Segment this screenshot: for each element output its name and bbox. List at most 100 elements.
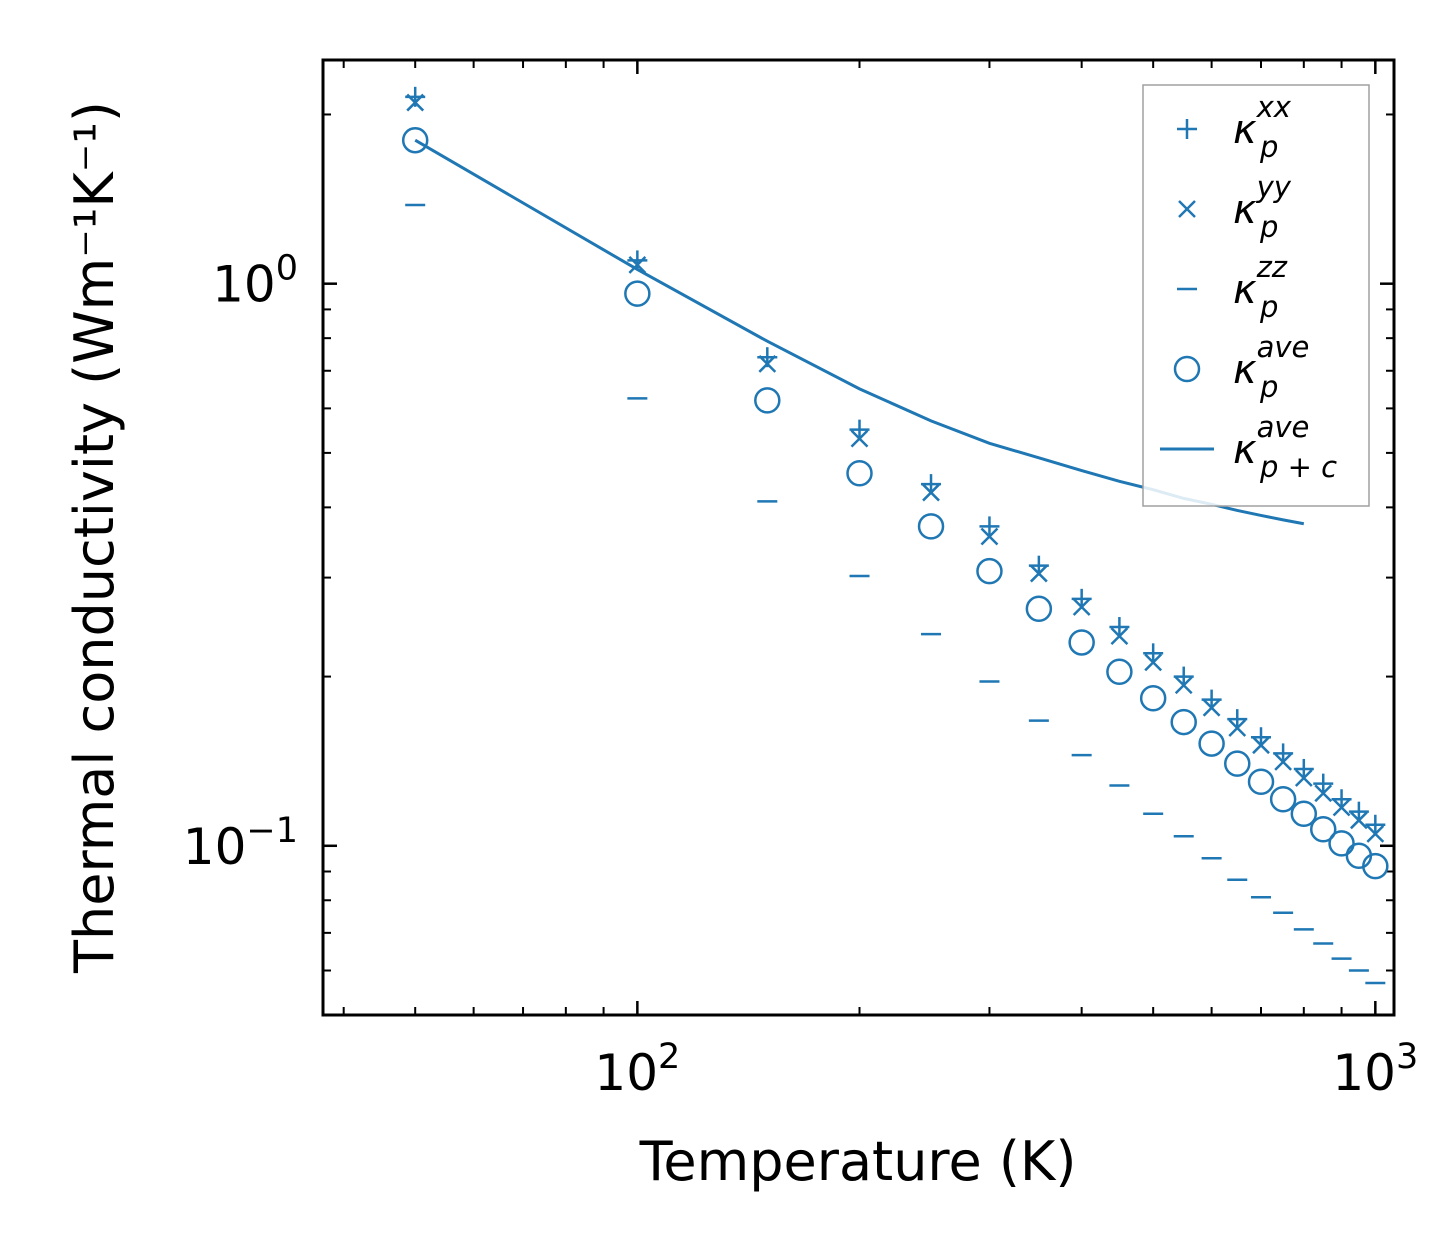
marker-kappa_p_ave (401, 126, 429, 154)
marker-kappa_p_xx (627, 250, 648, 271)
legend-box (1142, 84, 1370, 507)
marker-kappa_p_xx (849, 419, 870, 440)
marker-kappa_p_ave (1106, 658, 1133, 685)
y-tick-label-base: 10 (183, 818, 247, 876)
marker-kappa_p_ave (624, 280, 651, 307)
legend-label-superscript: yy (1256, 170, 1292, 204)
marker-kappa_p_xx (1348, 801, 1369, 822)
legend-label-base: κ (1233, 267, 1257, 313)
series-kappa_pc_ave (414, 138, 1305, 526)
marker-kappa_p_yy (1332, 798, 1351, 817)
x-tick-label-exponent: 2 (658, 1037, 680, 1077)
marker-kappa_p_ave (1309, 816, 1337, 843)
marker-kappa_p_xx (1173, 666, 1194, 687)
marker-kappa_p_yy (1144, 653, 1163, 672)
marker-kappa_p_xx (979, 516, 1000, 537)
marker-kappa_p_xx (1109, 617, 1130, 638)
marker-kappa_p_ave (1139, 685, 1167, 712)
legend-label: κave p + c (1233, 410, 1337, 484)
marker-kappa_p_ave (1224, 750, 1251, 777)
legend-entry-kappa_p_ave: κave p (1173, 330, 1309, 404)
marker-kappa_p_xx (1143, 643, 1164, 664)
legend-label-base: κ (1233, 427, 1257, 473)
marker-kappa_p_yy (1202, 698, 1221, 717)
marker-kappa_p_ave (846, 459, 873, 487)
legend-label-superscript: ave (1257, 330, 1310, 364)
legend-entry-kappa_pc_ave: κave p + c (1160, 410, 1337, 484)
marker-kappa_p_yy (1366, 824, 1385, 843)
legend-label-base: κ (1233, 187, 1257, 233)
legend-label-superscript: xx (1256, 90, 1292, 124)
series-kappa_p_yy (406, 93, 1385, 843)
legend-label: κzz p (1233, 250, 1288, 324)
legend-marker-sample (1178, 200, 1196, 218)
legend-label-superscript: ave (1257, 410, 1310, 444)
marker-kappa_p_ave (1362, 852, 1389, 880)
legend-label-subscript: p + c (1259, 450, 1337, 484)
line-kappa_pc_ave (414, 138, 1305, 526)
y-axis-label-text: Thermal conductivity (Wm⁻¹K⁻¹) (63, 101, 126, 974)
x-tick-label: 103 (1332, 1037, 1418, 1102)
marker-kappa_p_yy (1314, 784, 1333, 803)
x-tick-label-base: 10 (1332, 1044, 1396, 1102)
marker-kappa_p_yy (980, 527, 999, 546)
x-tick-label: 102 (594, 1037, 680, 1102)
marker-kappa_p_yy (1350, 811, 1368, 830)
marker-kappa_p_yy (1029, 564, 1048, 583)
y-tick-label: 100 (212, 249, 298, 314)
x-tick-label-base: 10 (594, 1044, 658, 1102)
marker-kappa_p_yy (1252, 736, 1270, 755)
marker-kappa_p_ave (754, 387, 781, 414)
legend-label-base: κ (1233, 347, 1257, 393)
y-tick-label: 10−1 (183, 811, 298, 876)
legend-label-base: κ (1233, 107, 1257, 153)
marker-kappa_p_yy (406, 93, 425, 112)
legend-label: κyy p (1233, 170, 1292, 244)
marker-kappa_p_yy (628, 256, 647, 274)
marker-kappa_p_yy (1174, 676, 1193, 695)
marker-kappa_p_xx (1293, 758, 1314, 779)
marker-kappa_p_ave (976, 557, 1003, 585)
marker-kappa_p_yy (850, 429, 869, 448)
y-tick-label-exponent: −1 (246, 811, 298, 851)
legend-marker-sample (1177, 119, 1197, 139)
marker-kappa_p_yy (1294, 769, 1313, 787)
legend-entry-kappa_p_xx: κxx p (1177, 90, 1292, 164)
legend-label-subscript: p (1259, 370, 1278, 404)
legend-label: κxx p (1233, 90, 1292, 164)
legend-label-subscript: p (1259, 130, 1278, 164)
series-kappa_p_ave (401, 126, 1389, 880)
y-tick-label-exponent: 0 (276, 249, 298, 289)
marker-kappa_p_xx (921, 474, 942, 495)
marker-kappa_p_yy (922, 483, 940, 502)
legend-label-subscript: p (1259, 210, 1278, 244)
marker-kappa_p_yy (1110, 627, 1129, 646)
marker-kappa_p_xx (1273, 743, 1294, 764)
marker-kappa_p_xx (1313, 773, 1334, 794)
legend-marker-sample (1173, 355, 1201, 383)
series-kappa_p_zz (405, 203, 1386, 985)
marker-kappa_p_ave (1068, 629, 1095, 656)
marker-kappa_p_yy (1072, 598, 1091, 616)
x-tick-label-exponent: 3 (1396, 1037, 1418, 1077)
x-axis-label: Temperature (K) (639, 1130, 1077, 1193)
legend-entry-kappa_p_yy: κyy p (1178, 170, 1292, 244)
legend-label-superscript: zz (1256, 250, 1288, 284)
marker-kappa_p_ave (1290, 800, 1318, 828)
axes-frame (321, 58, 1396, 1017)
legend-label-subscript: p (1259, 290, 1278, 324)
marker-kappa_p_ave (1328, 830, 1355, 857)
y-tick-label-base: 10 (212, 256, 276, 314)
marker-kappa_p_xx (1365, 814, 1386, 835)
legend-entry-kappa_p_zz: κzz p (1177, 250, 1288, 324)
marker-kappa_p_ave (1247, 768, 1275, 795)
marker-kappa_p_ave (917, 513, 945, 540)
marker-kappa_p_ave (1025, 595, 1053, 623)
marker-kappa_p_ave (1170, 708, 1197, 736)
marker-kappa_p_ave (1198, 730, 1225, 757)
marker-kappa_p_yy (1228, 719, 1247, 737)
legend-label: κave p (1233, 330, 1309, 404)
plot-area (401, 86, 1389, 985)
